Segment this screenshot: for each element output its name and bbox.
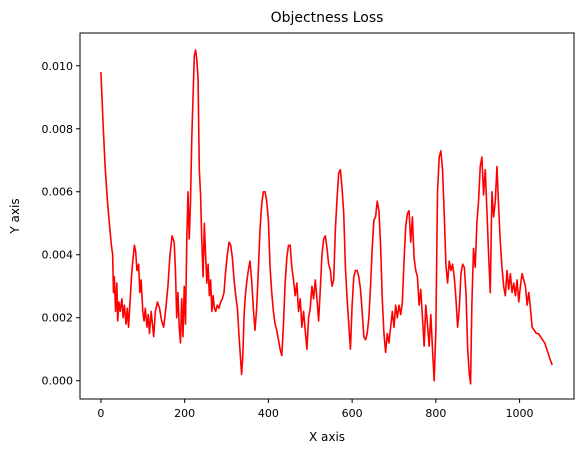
x-axis-label: X axis bbox=[309, 430, 345, 444]
y-tick-label: 0.008 bbox=[42, 123, 74, 136]
x-axis-ticks: 0 200 400 600 800 1000 bbox=[97, 399, 534, 420]
x-tick-label: 400 bbox=[258, 407, 279, 420]
x-tick-label: 1000 bbox=[506, 407, 534, 420]
y-axis-label: Y axis bbox=[8, 198, 22, 234]
series-line-0 bbox=[100, 49, 553, 385]
plot-frame bbox=[79, 32, 575, 400]
x-tick-label: 600 bbox=[342, 407, 363, 420]
y-tick-label: 0.000 bbox=[42, 375, 74, 388]
y-tick-label: 0.006 bbox=[42, 186, 74, 199]
plot-area bbox=[80, 33, 574, 399]
x-tick-label: 200 bbox=[174, 407, 195, 420]
y-axis-ticks: 0.000 0.002 0.004 0.006 0.008 0.010 bbox=[42, 60, 80, 388]
y-tick-label: 0.004 bbox=[42, 249, 74, 262]
y-tick-label: 0.002 bbox=[42, 312, 74, 325]
chart-title: Objectness Loss bbox=[271, 10, 384, 26]
x-tick-label: 0 bbox=[97, 407, 104, 420]
series-layer bbox=[100, 49, 553, 385]
x-tick-label: 800 bbox=[425, 407, 446, 420]
y-tick-label: 0.010 bbox=[42, 60, 74, 73]
